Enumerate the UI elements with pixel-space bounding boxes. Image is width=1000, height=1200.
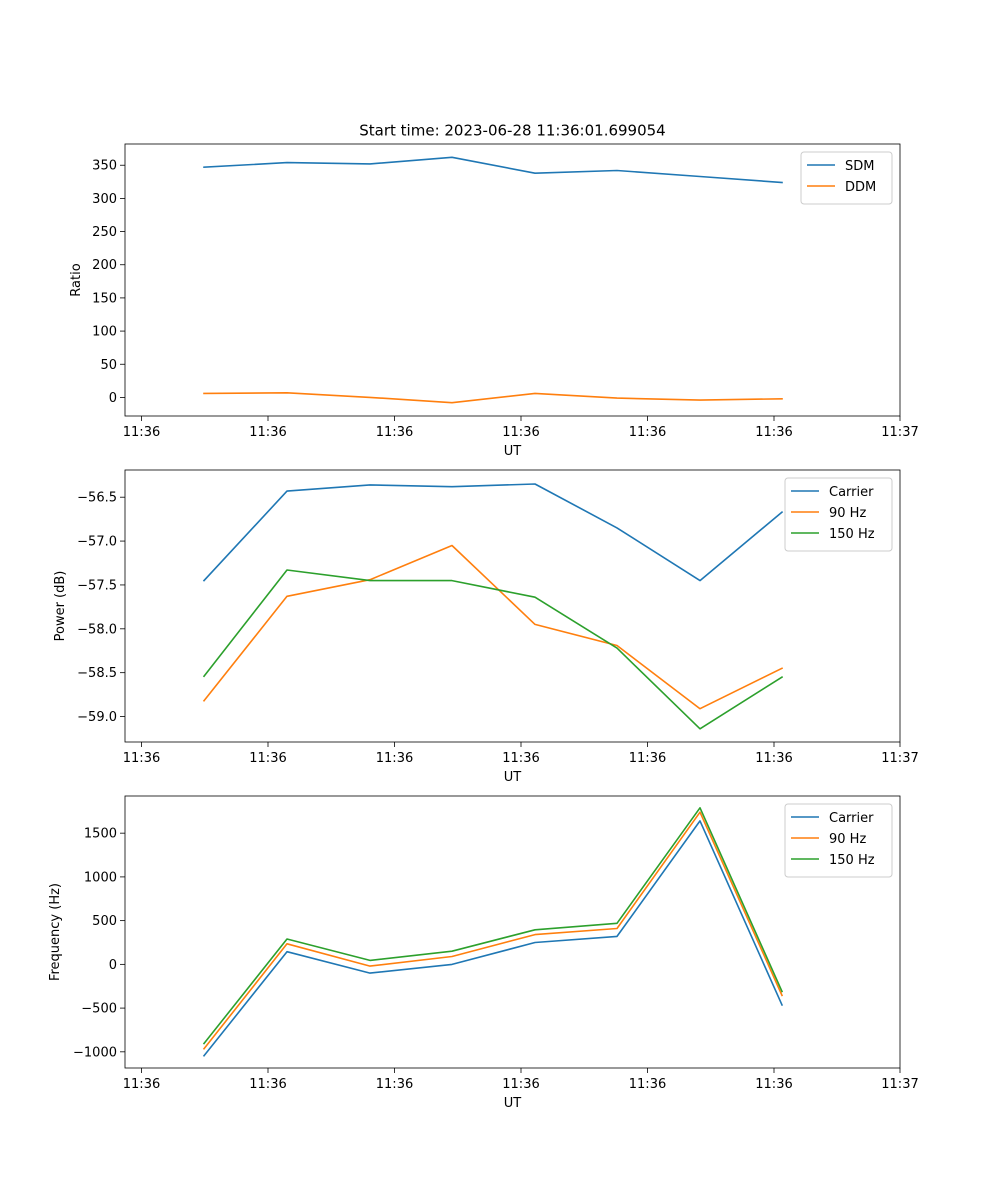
series-line-90-hz bbox=[202, 811, 784, 1050]
y-tick-label: 250 bbox=[92, 225, 117, 240]
y-axis-label: Ratio bbox=[69, 263, 84, 296]
y-tick-label: −58.0 bbox=[77, 622, 117, 637]
x-axis-label: UT bbox=[504, 1096, 522, 1111]
series-line-150-hz bbox=[202, 806, 784, 1045]
x-tick-label: 11:36 bbox=[376, 425, 413, 440]
charts-container: 11:36 11:36 11:36 11:36 11:36 11:36 11:37 UT 0 50… bbox=[48, 143, 919, 1111]
x-tick-label: 11:36 bbox=[629, 1077, 666, 1092]
series-line-carrier bbox=[202, 820, 784, 1057]
x-axis-label: UT bbox=[504, 770, 522, 785]
x-tick-label: 11:36 bbox=[123, 425, 160, 440]
x-tick-label: 11:36 bbox=[755, 751, 792, 766]
y-tick-label: −59.0 bbox=[77, 710, 117, 725]
y-tick-label: −1000 bbox=[73, 1045, 117, 1060]
x-tick-label: 11:36 bbox=[755, 425, 792, 440]
y-tick-label: 0 bbox=[109, 958, 117, 973]
x-tick-label: 11:36 bbox=[123, 751, 160, 766]
y-tick-label: 500 bbox=[92, 914, 117, 929]
chart-1: 11:36 11:36 11:36 11:36 11:36 11:36 11:37 UT 0 50… bbox=[69, 143, 919, 459]
y-tick-label: 300 bbox=[92, 192, 117, 207]
axes-frame bbox=[124, 795, 901, 1069]
x-tick-label: 11:36 bbox=[249, 1077, 286, 1092]
y-tick-label: −58.5 bbox=[77, 666, 117, 681]
y-tick-label: 50 bbox=[100, 358, 117, 373]
y-tick-label: 150 bbox=[92, 291, 117, 306]
legend-label: DDM bbox=[845, 180, 876, 195]
axes-frame bbox=[124, 469, 901, 743]
x-tick-label: 11:37 bbox=[881, 751, 918, 766]
legend-label: Carrier bbox=[829, 485, 874, 500]
x-tick-label: 11:36 bbox=[502, 751, 539, 766]
legend-label: Carrier bbox=[829, 811, 874, 826]
x-tick-label: 11:37 bbox=[881, 425, 918, 440]
legend-label: 150 Hz bbox=[829, 853, 875, 868]
x-tick-label: 11:36 bbox=[376, 1077, 413, 1092]
x-tick-label: 11:36 bbox=[755, 1077, 792, 1092]
axes-frame bbox=[124, 143, 901, 417]
y-tick-label: −57.5 bbox=[77, 578, 117, 593]
y-tick-label: 100 bbox=[92, 325, 117, 340]
x-tick-label: 11:36 bbox=[502, 1077, 539, 1092]
y-tick-label: 1000 bbox=[84, 870, 117, 885]
y-tick-label: 0 bbox=[109, 391, 117, 406]
chart-3: 11:36 11:36 11:36 11:36 11:36 11:36 11:37 UT −10… bbox=[48, 795, 919, 1111]
series-line-carrier bbox=[202, 483, 784, 582]
x-tick-label: 11:36 bbox=[502, 425, 539, 440]
figure-title: Start time: 2023-06-28 11:36:01.699054 bbox=[359, 122, 665, 140]
y-tick-label: −57.0 bbox=[77, 535, 117, 550]
series-line-sdm bbox=[203, 156, 783, 184]
series-line-90-hz bbox=[202, 544, 784, 710]
x-tick-label: 11:36 bbox=[376, 751, 413, 766]
x-tick-label: 11:36 bbox=[629, 751, 666, 766]
y-axis-label: Frequency (Hz) bbox=[48, 883, 63, 981]
x-tick-label: 11:36 bbox=[249, 425, 286, 440]
y-tick-label: −500 bbox=[81, 1002, 117, 1017]
x-tick-label: 11:36 bbox=[123, 1077, 160, 1092]
series-line-ddm bbox=[203, 391, 783, 404]
y-tick-label: 200 bbox=[92, 258, 117, 273]
legend-label: 90 Hz bbox=[829, 832, 866, 847]
x-tick-label: 11:37 bbox=[881, 1077, 918, 1092]
legend-label: SDM bbox=[845, 159, 874, 174]
y-tick-label: 1500 bbox=[84, 827, 117, 842]
legend-label: 150 Hz bbox=[829, 527, 875, 542]
series-line-150-hz bbox=[202, 569, 784, 730]
chart-2: 11:36 11:36 11:36 11:36 11:36 11:36 11:37 UT −59… bbox=[53, 469, 919, 785]
y-tick-label: −56.5 bbox=[77, 491, 117, 506]
y-axis-label: Power (dB) bbox=[53, 571, 68, 642]
x-tick-label: 11:36 bbox=[629, 425, 666, 440]
x-axis-label: UT bbox=[504, 444, 522, 459]
x-tick-label: 11:36 bbox=[249, 751, 286, 766]
y-tick-label: 350 bbox=[92, 159, 117, 174]
legend-label: 90 Hz bbox=[829, 506, 866, 521]
